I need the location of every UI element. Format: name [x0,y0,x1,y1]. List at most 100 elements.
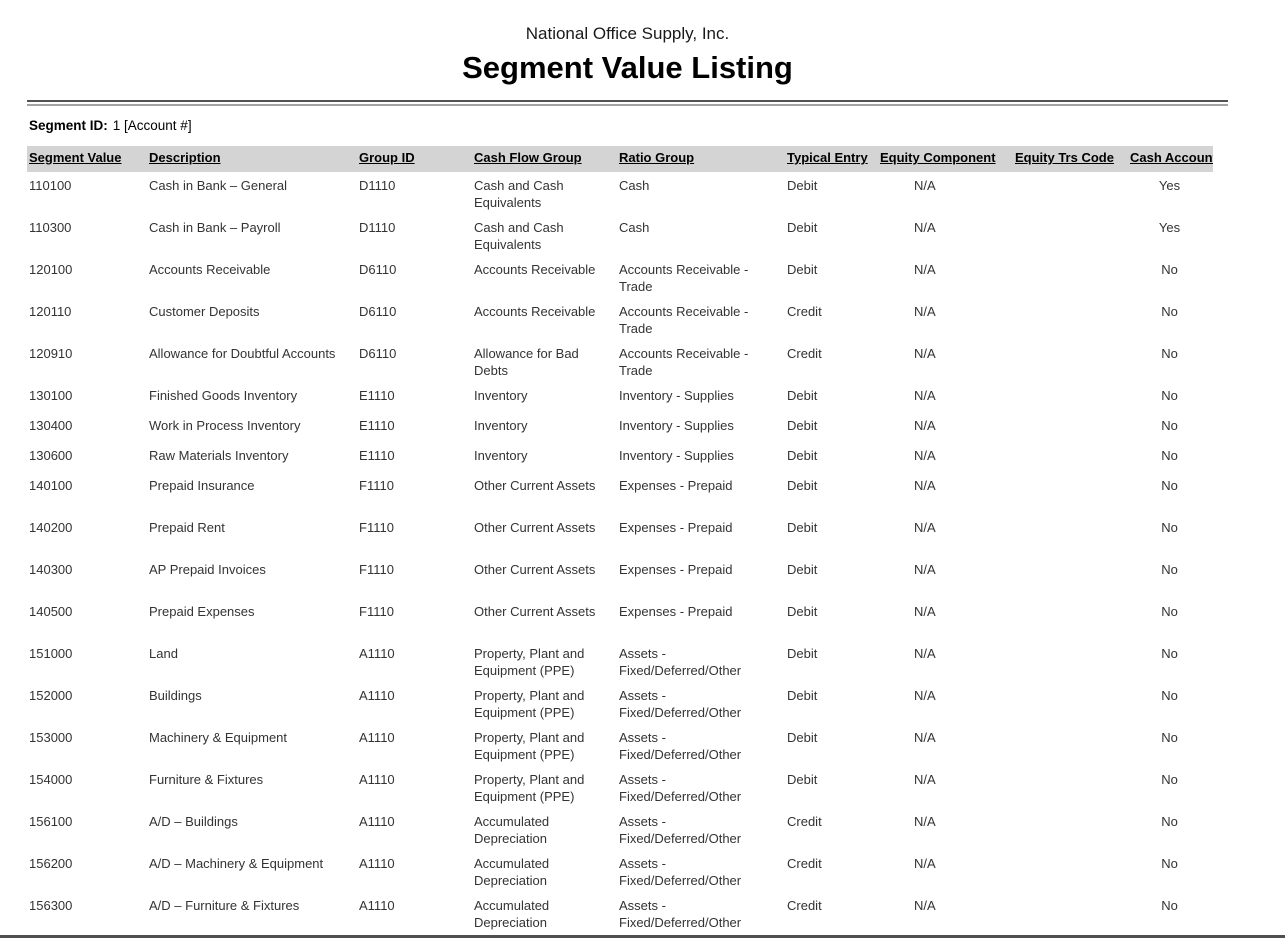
cell-equity-component: N/A [914,604,936,619]
cell-cash-flow-group: Cash and Cash Equivalents [474,178,564,210]
cell-segment-value: 120100 [29,262,73,277]
cell-description: Prepaid Rent [149,520,225,535]
cell-description: Accounts Receivable [149,262,271,277]
cell-segment-value: 140500 [29,604,73,619]
header-divider-gap [27,102,1228,104]
cell-segment-value: 153000 [29,730,73,745]
cell-equity-trs-code [1013,892,1128,934]
cell-ratio-group: Accounts Receivable - Trade [619,304,749,336]
cell-description: A/D – Furniture & Fixtures [149,898,300,913]
cell-equity-trs-code [1013,766,1128,808]
cell-equity-component: N/A [914,562,936,577]
cell-description: Work in Process Inventory [149,418,301,433]
cell-description: Allowance for Doubtful Accounts [149,346,336,361]
table-row: 130600 Raw Materials Inventory E1110 Inv… [27,442,1213,472]
cell-cash-flow-group: Other Current Assets [474,520,596,535]
cell-ratio-group: Expenses - Prepaid [619,562,733,577]
cell-equity-trs-code [1013,724,1128,766]
segment-id-line: Segment ID: 1 [Account #] [29,117,1285,134]
cell-equity-component: N/A [914,772,936,787]
header-divider-top-line [27,100,1228,102]
cell-description: Raw Materials Inventory [149,448,289,463]
cell-cash-flow-group: Property, Plant and Equipment (PPE) [474,730,585,762]
cell-equity-trs-code [1013,598,1128,640]
cell-equity-component: N/A [914,688,936,703]
cell-segment-value: 151000 [29,646,73,661]
cell-typical-entry: Credit [787,856,822,871]
cell-cash-flow-group: Inventory [474,418,528,433]
cell-cash-account: No [1161,730,1178,745]
cell-typical-entry: Debit [787,262,818,277]
cell-description: Cash in Bank – Payroll [149,220,281,235]
cell-group-id: E1110 [359,448,395,463]
table-row: 140300 AP Prepaid Invoices F1110 Other C… [27,556,1213,598]
cell-typical-entry: Debit [787,418,818,433]
cell-segment-value: 110100 [29,178,72,193]
cell-segment-value: 120110 [29,304,72,319]
table-row: 110100 Cash in Bank – General D1110 Cash… [27,172,1213,214]
column-header-segment-value: Segment Value [29,150,122,165]
cell-group-id: E1110 [359,388,395,403]
cell-typical-entry: Debit [787,220,818,235]
cell-cash-flow-group: Other Current Assets [474,478,596,493]
cell-typical-entry: Debit [787,646,818,661]
cell-group-id: A1110 [359,688,395,703]
cell-ratio-group: Assets - Fixed/Deferred/Other [619,814,742,846]
table-row: 110300 Cash in Bank – Payroll D1110 Cash… [27,214,1213,256]
table-body: 110100 Cash in Bank – General D1110 Cash… [27,172,1213,934]
cell-group-id: D6110 [359,262,397,277]
cell-group-id: F1110 [359,562,394,577]
cell-segment-value: 140200 [29,520,73,535]
cell-group-id: A1110 [359,646,395,661]
cell-group-id: F1110 [359,520,394,535]
cell-cash-account: No [1161,448,1178,463]
segment-id-label: Segment ID: [29,118,108,133]
cell-equity-component: N/A [914,220,936,235]
column-header-equity-component: Equity Component [880,150,996,165]
cell-ratio-group: Cash [619,220,650,235]
cell-segment-value: 140300 [29,562,73,577]
cell-cash-account: Yes [1158,220,1181,235]
cell-segment-value: 110300 [29,220,72,235]
cell-equity-trs-code [1013,298,1128,340]
cell-equity-component: N/A [914,388,936,403]
cell-segment-value: 156200 [29,856,73,871]
cell-equity-component: N/A [914,478,936,493]
cell-cash-flow-group: Accumulated Depreciation [474,814,550,846]
cell-equity-component: N/A [914,646,936,661]
cell-typical-entry: Debit [787,178,818,193]
table-row: 120910 Allowance for Doubtful Accounts D… [27,340,1213,382]
cell-ratio-group: Cash [619,178,650,193]
table-row: 130100 Finished Goods Inventory E1110 In… [27,382,1213,412]
cell-description: Finished Goods Inventory [149,388,298,403]
cell-cash-flow-group: Property, Plant and Equipment (PPE) [474,772,585,804]
cell-group-id: A1110 [359,772,395,787]
table-row: 140200 Prepaid Rent F1110 Other Current … [27,514,1213,556]
cell-equity-trs-code [1013,340,1128,382]
cell-ratio-group: Inventory - Supplies [619,448,734,463]
cell-equity-component: N/A [914,304,936,319]
cell-description: Buildings [149,688,202,703]
cell-equity-component: N/A [914,262,936,277]
cell-equity-component: N/A [914,814,936,829]
cell-cash-account: Yes [1158,178,1181,193]
cell-ratio-group: Expenses - Prepaid [619,478,733,493]
header-divider [27,100,1228,106]
cell-description: A/D – Buildings [149,814,238,829]
cell-cash-account: No [1161,898,1178,913]
cell-group-id: A1110 [359,856,395,871]
cell-cash-flow-group: Inventory [474,448,528,463]
cell-description: Land [149,646,178,661]
cell-equity-component: N/A [914,346,936,361]
cell-equity-component: N/A [914,448,936,463]
cell-cash-flow-group: Other Current Assets [474,604,596,619]
column-header-equity-trs-code: Equity Trs Code [1015,150,1114,165]
table-row: 156300 A/D – Furniture & Fixtures A1110 … [27,892,1213,934]
column-header-group-id: Group ID [359,150,415,165]
cell-equity-trs-code [1013,808,1128,850]
cell-equity-trs-code [1013,172,1128,214]
cell-cash-account: No [1161,604,1178,619]
cell-group-id: A1110 [359,814,395,829]
header-divider-bottom-line [27,104,1228,106]
cell-typical-entry: Credit [787,898,822,913]
